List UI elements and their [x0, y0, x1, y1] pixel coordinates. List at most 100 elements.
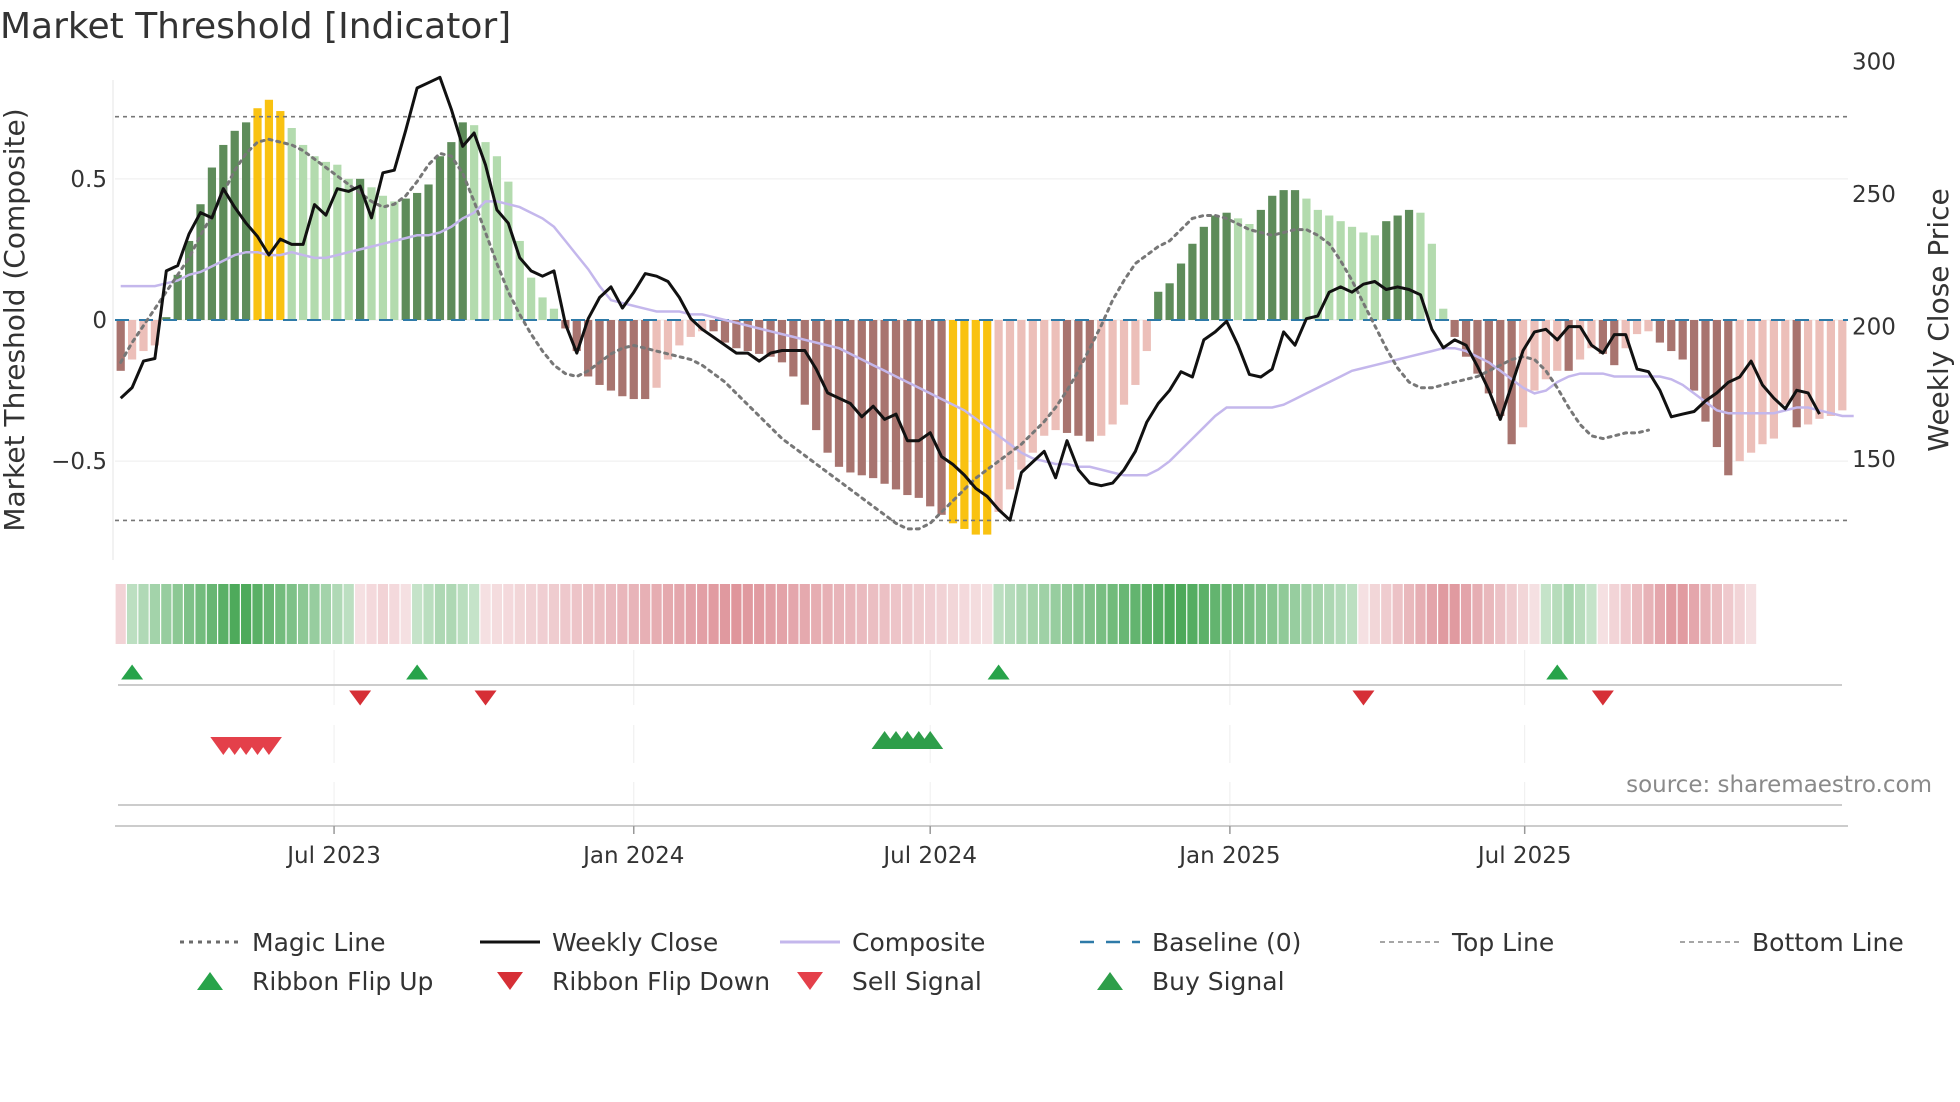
ribbon-cell — [1438, 584, 1449, 644]
composite-bar — [1564, 320, 1573, 371]
series-lines — [119, 75, 1854, 531]
composite-bar — [675, 320, 684, 346]
composite-bar — [1461, 320, 1471, 357]
composite-bar — [1040, 320, 1049, 436]
legend-label: Sell Signal — [852, 967, 982, 996]
ribbon-cell — [970, 584, 981, 644]
ribbon-cell — [1096, 584, 1107, 644]
composite-bar — [1074, 320, 1083, 436]
composite-bar — [287, 128, 296, 320]
ribbon-cell — [1369, 584, 1380, 644]
composite-bar — [800, 320, 809, 405]
composite-bar — [401, 198, 410, 320]
composite-bar — [1336, 221, 1345, 320]
legend-symbol-triangle-up — [1097, 972, 1123, 990]
composite-bar — [629, 320, 638, 400]
y-tick-right: 300 — [1852, 49, 1896, 75]
composite-bar — [1085, 320, 1094, 442]
ribbon-cell — [959, 584, 970, 644]
composite-bar — [1712, 320, 1721, 448]
composite-bar — [777, 320, 787, 363]
ribbon-cell — [697, 584, 708, 644]
ribbon-cell — [1278, 584, 1289, 644]
ribbon-cell — [1472, 584, 1483, 644]
ribbon-cell — [548, 584, 560, 644]
composite-bar — [1017, 320, 1026, 470]
ribbon-cell — [1381, 584, 1392, 644]
composite-bar — [219, 144, 228, 320]
ribbon-cell — [1529, 584, 1540, 644]
composite-bar — [276, 111, 285, 320]
legend-symbol-triangle-up — [197, 972, 223, 990]
ribbon-flip-down-marker — [349, 690, 372, 706]
ribbon-cell — [1141, 584, 1152, 644]
composite-bar — [891, 320, 901, 490]
composite-bar — [470, 125, 479, 320]
composite-bar — [1245, 224, 1254, 320]
ribbon-cell — [320, 584, 332, 644]
ribbon-cell — [765, 584, 776, 644]
ribbon-cell — [218, 584, 229, 644]
legend-label: Ribbon Flip Up — [252, 967, 433, 996]
ribbon-cell — [651, 584, 662, 644]
ribbon-cell — [1255, 584, 1266, 644]
ribbon-cell — [491, 584, 503, 644]
y-tick-right: 150 — [1852, 447, 1896, 473]
composite-bar — [1815, 320, 1824, 419]
composite-bar — [709, 320, 718, 332]
ribbon-cell — [708, 584, 719, 644]
composite-bar — [310, 156, 319, 320]
ribbon-cell — [1232, 584, 1244, 644]
composite-bar — [299, 144, 308, 320]
ribbon-cell — [286, 584, 297, 644]
ribbon-cell — [1004, 584, 1016, 644]
composite-bar — [1233, 218, 1243, 320]
composite-bar — [139, 320, 148, 352]
ribbon-cell — [1597, 584, 1608, 644]
composite-bar — [253, 108, 262, 320]
composite-bar — [1473, 320, 1482, 374]
composite-bar — [1496, 320, 1505, 416]
composite-bar — [1439, 308, 1448, 320]
composite-bar — [1165, 283, 1174, 320]
composite-bar — [1302, 198, 1311, 320]
legend-label: Weekly Close — [552, 928, 718, 957]
y-tick-left: −0.5 — [51, 449, 107, 475]
ribbon-cell — [1574, 584, 1586, 644]
ribbon-cell — [1335, 584, 1346, 644]
composite-bar — [641, 320, 650, 400]
signal-markers — [118, 664, 1842, 806]
composite-bar — [378, 195, 388, 320]
state-ribbon — [115, 584, 1757, 644]
ribbon-cell — [332, 584, 343, 644]
ribbon-cell — [1267, 584, 1278, 644]
ribbon-cell — [127, 584, 138, 644]
composite-bar — [367, 187, 376, 320]
ribbon-cell — [879, 584, 890, 644]
ribbon-cell — [1061, 584, 1073, 644]
composite-bar — [606, 320, 616, 391]
chart-title: Market Threshold [Indicator] — [0, 6, 511, 47]
legend-symbol-triangle-down — [497, 972, 523, 990]
ribbon-cell — [1700, 584, 1711, 644]
legend-label: Buy Signal — [1152, 967, 1285, 996]
composite-bar — [789, 320, 798, 377]
composite-line — [120, 200, 1854, 477]
composite-bar — [1028, 320, 1037, 453]
composite-bar — [572, 320, 581, 352]
ribbon-cell — [628, 584, 639, 644]
legend-item: Weekly Close — [480, 928, 718, 957]
ribbon-cell — [571, 584, 582, 644]
ribbon-cell — [195, 584, 206, 644]
ribbon-cell — [742, 584, 753, 644]
ribbon-cell — [1449, 584, 1460, 644]
composite-bar — [994, 320, 1003, 512]
ribbon-cell — [1050, 584, 1061, 644]
composite-bar — [1724, 320, 1733, 476]
composite-bar — [504, 181, 513, 320]
composite-bar — [1188, 243, 1197, 320]
composite-bar — [618, 320, 627, 397]
composite-bar — [698, 320, 707, 332]
ribbon-cell — [617, 584, 628, 644]
composite-bar — [1108, 320, 1117, 425]
